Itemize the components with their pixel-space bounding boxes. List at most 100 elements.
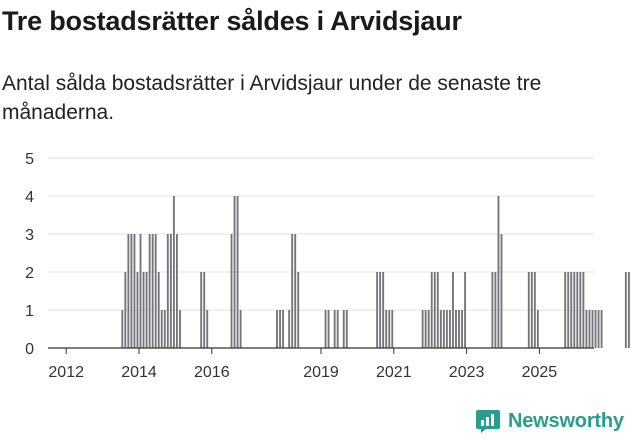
bar — [436, 272, 439, 348]
bar — [179, 310, 181, 348]
bar — [379, 272, 382, 348]
bar — [591, 310, 594, 348]
bar — [130, 234, 133, 348]
bar — [200, 272, 203, 348]
bar — [230, 234, 233, 348]
bar — [151, 234, 154, 348]
bar — [530, 272, 533, 348]
x-tick-label: 2019 — [303, 364, 339, 381]
bar — [458, 310, 460, 348]
bar — [233, 196, 236, 348]
y-tick-label: 3 — [25, 227, 34, 244]
bar — [236, 196, 239, 348]
bar — [136, 272, 139, 348]
chart-title: Tre bostadsrätter såldes i Arvidsjaur — [2, 6, 462, 36]
gridlines — [48, 157, 594, 311]
bar — [154, 234, 157, 348]
bar — [464, 272, 467, 348]
bar — [500, 234, 503, 348]
bar — [157, 272, 160, 348]
bar — [169, 234, 172, 348]
bar — [345, 310, 348, 348]
bar — [279, 310, 281, 348]
newsworthy-logo-icon — [476, 410, 500, 433]
x-tick-label: 2016 — [194, 364, 230, 381]
bar — [594, 310, 597, 348]
bar — [294, 234, 297, 348]
bar — [385, 310, 388, 348]
bar — [491, 272, 494, 348]
bar — [327, 310, 330, 348]
x-tick-label: 2025 — [522, 364, 558, 381]
bar — [570, 272, 573, 348]
bar — [452, 272, 454, 348]
y-tick-label: 4 — [25, 189, 34, 206]
bar — [448, 310, 451, 348]
bar — [536, 310, 539, 348]
bar — [527, 272, 530, 348]
bar — [564, 272, 567, 348]
bar — [376, 272, 379, 348]
bar — [163, 310, 166, 348]
bar — [461, 310, 463, 348]
chart-subtitle: Antal sålda bostadsrätter i Arvidsjaur u… — [2, 72, 542, 124]
y-tick-label: 5 — [25, 151, 34, 168]
bar — [139, 234, 142, 348]
bar — [148, 234, 151, 348]
bar — [133, 234, 136, 348]
bar — [324, 310, 327, 348]
bar — [430, 272, 433, 348]
bar — [576, 272, 579, 348]
brand-name: Newsworthy — [508, 409, 624, 432]
bar — [166, 234, 169, 348]
bar — [206, 310, 209, 348]
y-axis: 0 1 2 3 4 5 — [25, 151, 34, 358]
newsworthy-brand[interactable]: Newsworthy — [475, 406, 624, 436]
y-tick-label: 0 — [25, 341, 34, 358]
bar — [597, 310, 600, 348]
bar — [421, 310, 424, 348]
bar — [175, 234, 178, 348]
x-axis: 2012 2014 2016 2019 2021 2023 2025 — [48, 347, 594, 381]
x-tick-label: 2012 — [48, 364, 84, 381]
bar — [282, 310, 285, 348]
bar — [573, 272, 576, 348]
bar — [142, 272, 145, 348]
y-tick-label: 2 — [25, 265, 34, 282]
bar — [439, 310, 442, 348]
bar — [445, 310, 448, 348]
bar — [585, 310, 588, 348]
bar — [288, 310, 291, 348]
bar — [497, 196, 500, 348]
bar — [336, 310, 339, 348]
bar — [121, 310, 124, 348]
x-tick-label: 2021 — [376, 364, 412, 381]
bar — [342, 310, 345, 348]
bar — [391, 310, 394, 348]
bar — [382, 272, 385, 348]
bar-series — [121, 196, 631, 348]
bar — [124, 272, 127, 348]
bar — [333, 310, 336, 348]
bar — [297, 272, 300, 348]
bar — [627, 272, 630, 348]
bar — [145, 272, 148, 348]
bar — [588, 310, 591, 348]
bar — [494, 272, 497, 348]
bar — [388, 310, 391, 348]
bar — [172, 196, 175, 348]
bar — [424, 310, 427, 348]
bar — [455, 310, 457, 348]
bar — [567, 272, 570, 348]
bar — [160, 310, 163, 348]
y-tick-label: 1 — [25, 303, 34, 320]
bar — [600, 310, 603, 348]
bar — [579, 272, 582, 348]
bar — [203, 272, 206, 348]
x-tick-label: 2014 — [121, 364, 157, 381]
bar — [624, 272, 627, 348]
bar — [442, 310, 445, 348]
bar — [127, 234, 130, 348]
bar — [427, 310, 430, 348]
